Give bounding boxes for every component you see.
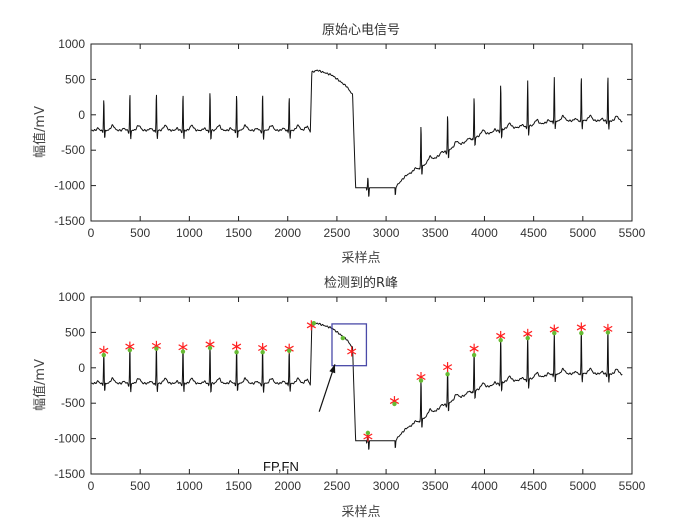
reference-r-peak-dot — [311, 320, 316, 326]
x-tick-label: 1000 — [176, 226, 203, 240]
x-tick-label: 4500 — [520, 226, 547, 240]
x-tick-label: 0 — [88, 479, 95, 493]
asterisk-stroke — [523, 330, 533, 337]
y-tick-label: 1000 — [58, 290, 85, 304]
detected-r-peak-asterisk — [347, 346, 357, 357]
axes-box — [90, 43, 633, 222]
asterisk-stroke — [231, 343, 242, 350]
reference-r-peak-dot — [579, 330, 584, 336]
x-tick-label: 5500 — [619, 226, 646, 240]
y-tick-label: 500 — [65, 72, 85, 86]
x-tick-label: 2000 — [274, 226, 301, 240]
y-tick-label: -1000 — [54, 179, 85, 193]
asterisk-stroke — [496, 332, 506, 339]
reference-r-peak-dot — [101, 352, 106, 358]
asterisk-stroke — [205, 341, 215, 348]
asterisk-stroke — [347, 348, 357, 355]
x-tick-label: 4000 — [471, 479, 498, 493]
x-tick-label: 2000 — [274, 479, 301, 493]
asterisk-stroke — [258, 344, 268, 351]
y-tick-label: -1000 — [54, 432, 85, 446]
x-tick-label: 3000 — [373, 479, 400, 493]
reference-r-peak-dot — [234, 350, 239, 355]
asterisk-stroke — [603, 325, 613, 332]
y-tick-label: 500 — [65, 325, 85, 339]
reference-r-peak-dot — [392, 401, 397, 407]
highlight-box — [331, 323, 368, 367]
ecg-signal-line — [90, 322, 623, 450]
detected-r-peak-asterisk — [469, 343, 479, 354]
y-tick-label: -500 — [61, 143, 85, 157]
bottom-chart-title: 检测到的R峰 — [324, 275, 398, 291]
asterisk-stroke — [549, 326, 559, 333]
top-chart-raw-ecg: 原始心电信号 采样点 幅值/mV 0 500 1000 1500 2000 2500 300… — [32, 23, 646, 266]
reference-r-peak-dot — [498, 337, 503, 343]
asterisk-stroke — [125, 343, 135, 350]
y-tick-label: -1500 — [54, 214, 85, 228]
bottom-chart-ylabel: 幅值/mV — [32, 359, 48, 411]
top-chart-title: 原始心电信号 — [322, 23, 400, 38]
asterisk-stroke — [576, 324, 586, 331]
y-tick-label: -500 — [61, 396, 85, 410]
reference-r-peak-dot — [127, 347, 133, 353]
x-tick-label: 2500 — [324, 479, 351, 493]
reference-r-peak-dot — [418, 378, 424, 383]
reference-r-peak-dot — [287, 348, 292, 354]
x-tick-label: 2500 — [324, 226, 351, 240]
x-tick-label: 500 — [130, 479, 150, 493]
asterisk-stroke — [416, 373, 426, 381]
bottom-chart-xlabel: 采样点 — [341, 505, 380, 520]
bottom-chart-detected-r-peaks: 检测到的R峰 采样点 幅值/mV FP,FN 0 500 1000 1500 2000 2… — [32, 275, 646, 520]
x-tick-label: 0 — [88, 226, 95, 240]
reference-r-peak-dot — [605, 330, 611, 335]
reference-r-peak-dot — [260, 350, 265, 355]
x-tick-label: 5000 — [569, 226, 596, 240]
asterisk-stroke — [389, 398, 400, 405]
x-tick-label: 1500 — [225, 479, 252, 493]
reference-r-peak-dot — [180, 349, 186, 354]
x-tick-label: 3500 — [422, 479, 449, 493]
asterisk-stroke — [151, 342, 162, 349]
x-tick-label: 4500 — [520, 479, 547, 493]
y-tick-label: 0 — [78, 361, 85, 375]
x-tick-label: 5000 — [569, 479, 596, 493]
asterisk-stroke — [469, 345, 479, 352]
asterisk-stroke — [363, 433, 373, 440]
x-tick-label: 4000 — [471, 226, 498, 240]
reference-r-peak-dot — [525, 335, 530, 341]
asterisk-stroke — [442, 364, 453, 371]
x-tick-label: 1500 — [225, 226, 252, 240]
reference-r-peak-dot — [207, 345, 213, 351]
x-tick-label: 500 — [130, 226, 150, 240]
annotation-fp-fn: FP,FN — [263, 459, 299, 474]
top-chart-xlabel: 采样点 — [341, 251, 380, 266]
y-tick-label: 1000 — [58, 37, 85, 51]
asterisk-stroke — [178, 344, 188, 351]
x-tick-label: 5500 — [619, 479, 646, 493]
x-tick-label: 3500 — [422, 226, 449, 240]
detected-r-peak-asterisk — [576, 322, 586, 333]
reference-r-peak-dot — [365, 430, 371, 436]
top-chart-ylabel: 幅值/mV — [32, 106, 48, 158]
arrow-head-icon — [329, 364, 336, 374]
x-tick-label: 3000 — [373, 226, 400, 240]
y-tick-label: 0 — [78, 108, 85, 122]
axes-box — [90, 296, 633, 475]
reference-r-peak-dot — [154, 346, 159, 351]
reference-r-peak-dot — [445, 371, 450, 377]
asterisk-stroke — [99, 347, 109, 354]
reference-r-peak-dot — [340, 335, 346, 341]
y-tick-label: -1500 — [54, 467, 85, 481]
reference-r-peak-dot — [552, 330, 557, 336]
detected-r-peak-asterisk — [442, 362, 453, 373]
reference-r-peak-dot — [471, 352, 477, 358]
x-tick-label: 1000 — [176, 479, 203, 493]
detected-r-peak-asterisk — [231, 341, 242, 352]
ecg-signal-line — [90, 69, 623, 197]
